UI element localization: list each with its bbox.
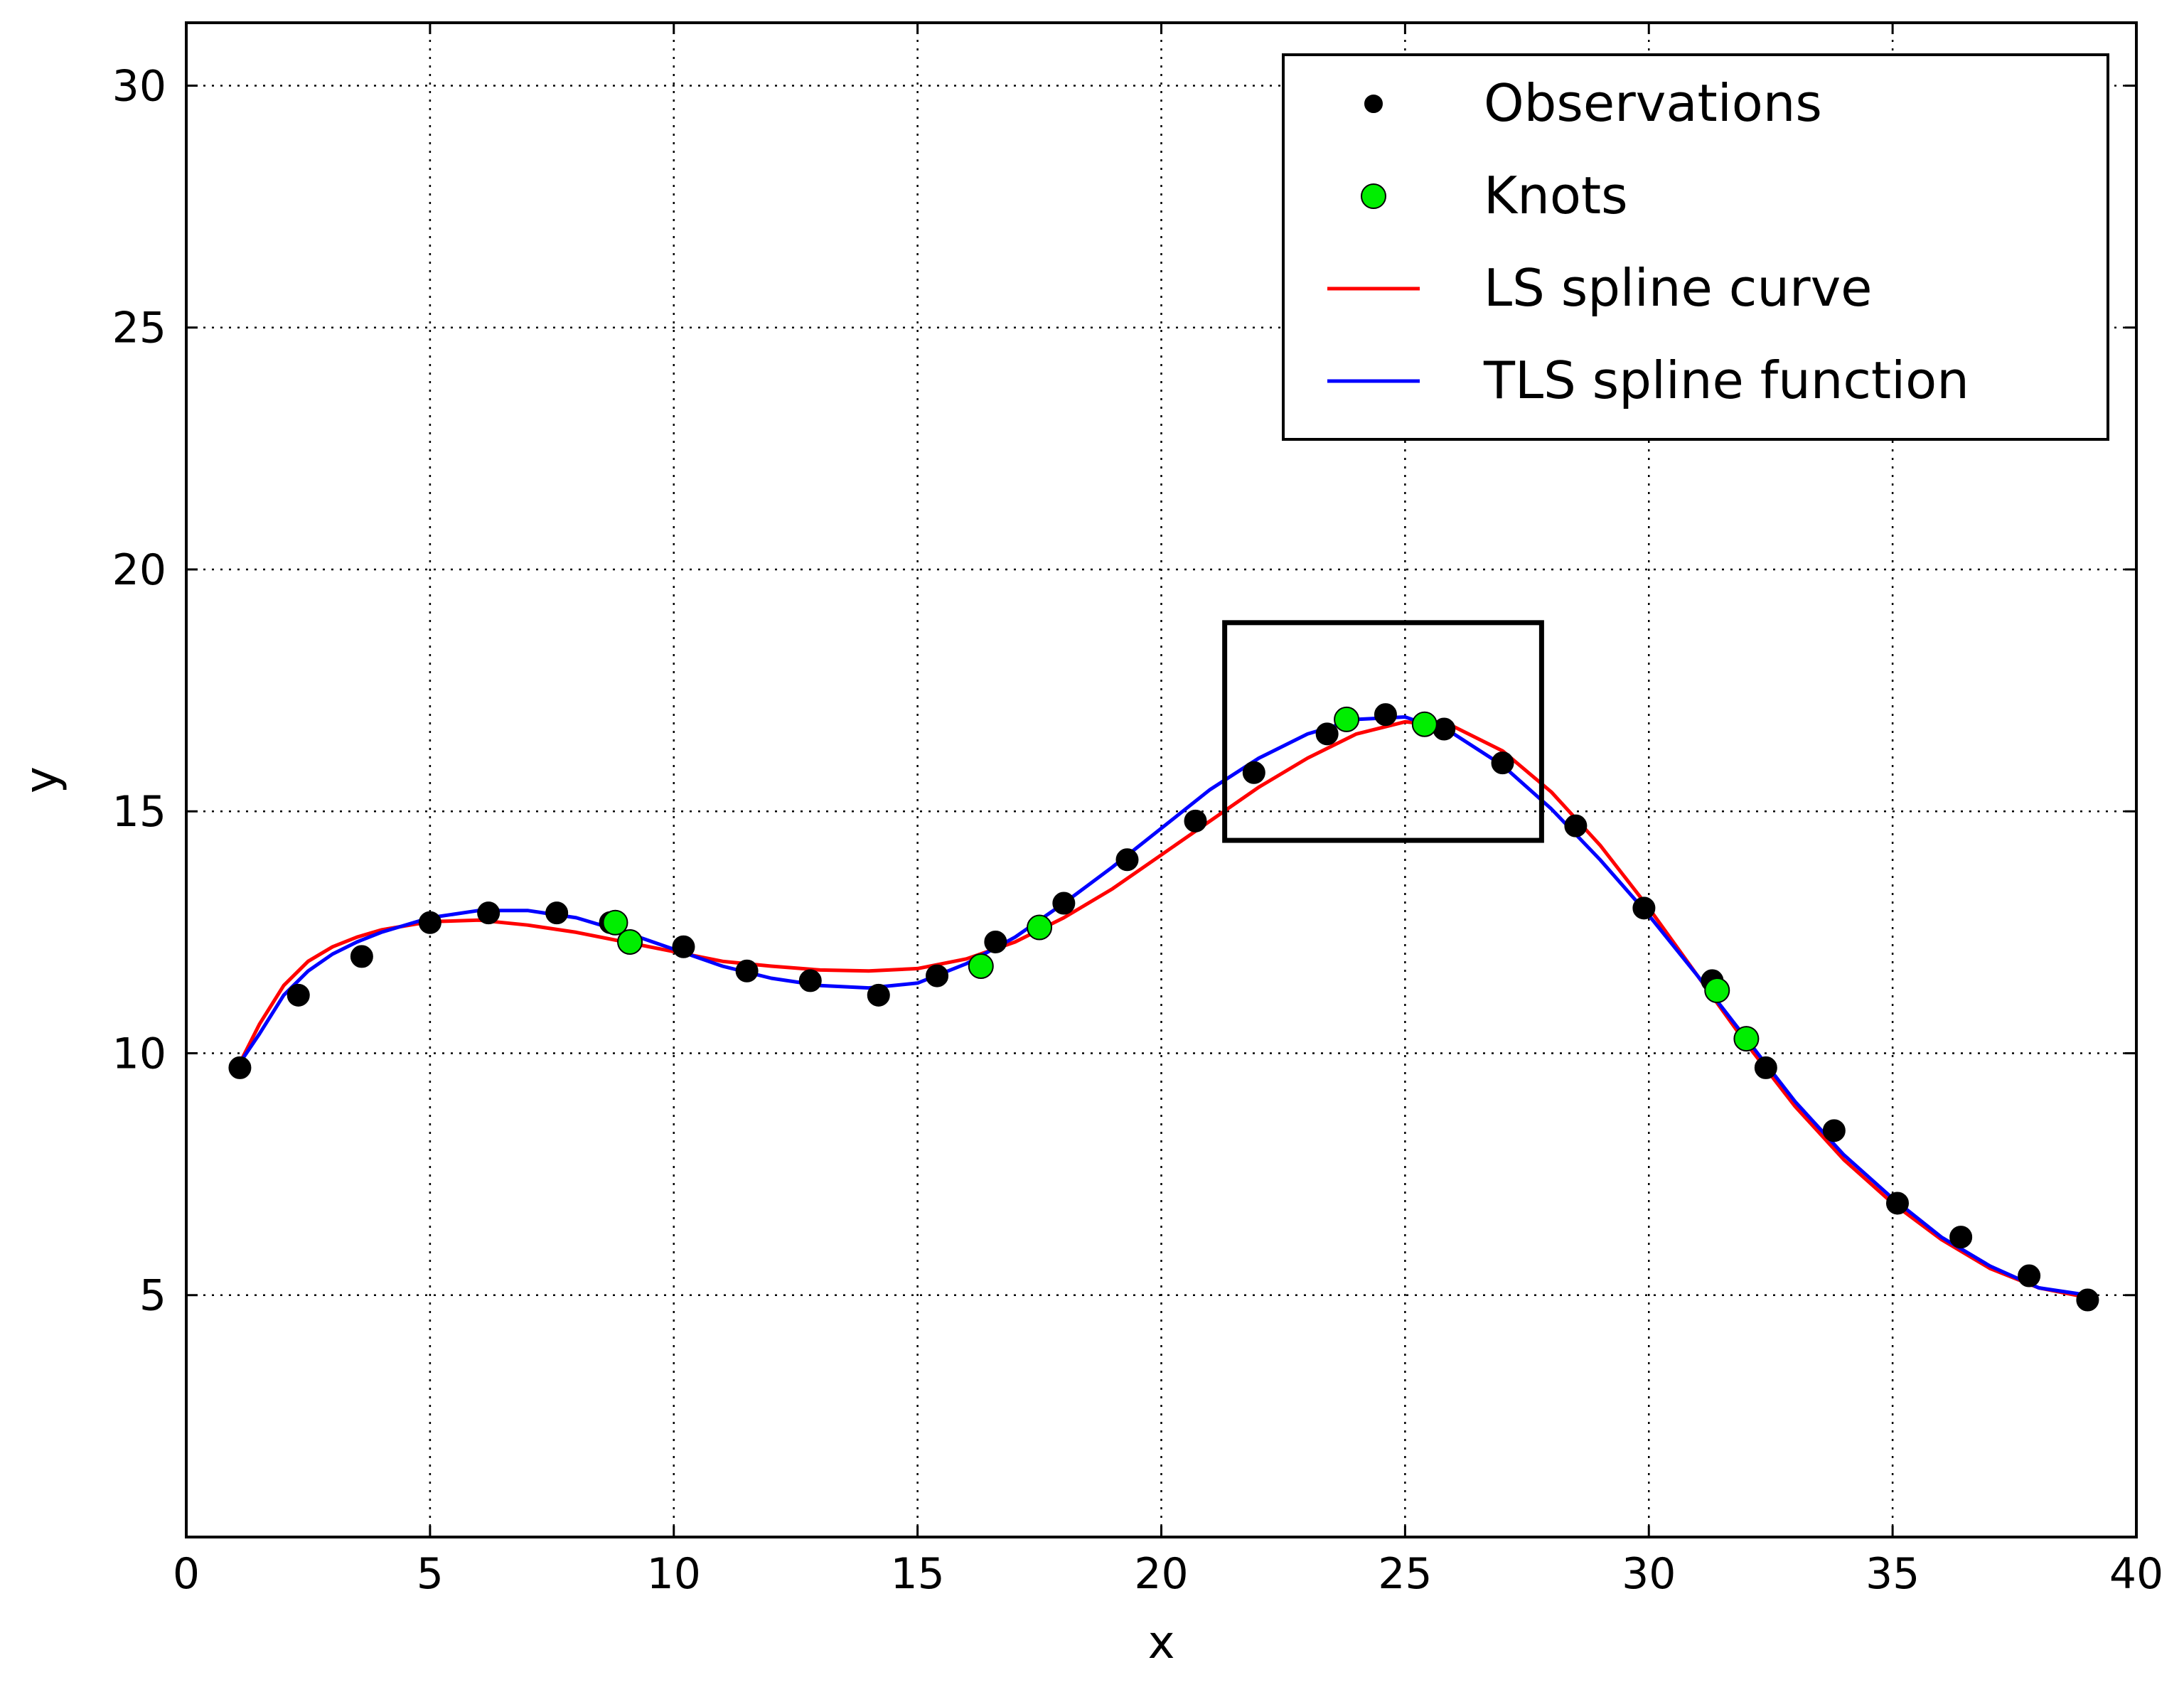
legend-marker-knots xyxy=(1361,183,1386,209)
knot-point xyxy=(617,928,643,955)
x-tick-label: 35 xyxy=(1866,1549,1920,1599)
observation-point xyxy=(1632,896,1656,920)
observation-point xyxy=(2076,1288,2099,1312)
y-tick-label: 10 xyxy=(112,1029,166,1078)
y-axis-label: y xyxy=(16,766,68,793)
legend-label-observations: Observations xyxy=(1484,73,1822,133)
observation-point xyxy=(867,983,890,1007)
observation-point xyxy=(926,964,949,987)
x-axis-label: x xyxy=(1148,1617,1175,1669)
x-tick-label: 30 xyxy=(1622,1549,1676,1599)
knot-point xyxy=(1027,914,1053,941)
y-tick-label: 25 xyxy=(112,304,166,353)
observation-point xyxy=(1374,703,1397,727)
knot-point xyxy=(1334,706,1360,732)
observation-point xyxy=(287,983,310,1007)
observation-point xyxy=(1184,809,1207,833)
observation-point xyxy=(1115,848,1139,872)
knot-point xyxy=(968,953,994,979)
observation-point xyxy=(1052,892,1076,915)
observation-point xyxy=(477,901,500,925)
x-tick-label: 0 xyxy=(173,1549,200,1599)
legend-marker-observations xyxy=(1364,95,1383,113)
x-tick-label: 40 xyxy=(2109,1549,2163,1599)
observation-point xyxy=(1822,1119,1846,1142)
x-tick-label: 10 xyxy=(647,1549,701,1599)
knot-point xyxy=(1733,1026,1760,1052)
legend: Observations Knots LS spline curve TLS spli… xyxy=(1282,53,2109,441)
y-tick-label: 5 xyxy=(139,1271,166,1321)
legend-label-tls-spline-function: TLS spline function xyxy=(1483,350,1969,410)
observation-point xyxy=(545,901,569,925)
knot-point xyxy=(1704,978,1730,1004)
plot-series xyxy=(228,703,2099,1312)
knot-point xyxy=(602,909,628,936)
observation-point xyxy=(228,1056,252,1079)
observation-point xyxy=(2018,1264,2041,1288)
y-tick-label: 30 xyxy=(112,61,166,111)
y-tick-label: 15 xyxy=(112,787,166,837)
observation-point xyxy=(1491,751,1514,775)
legend-box xyxy=(1282,53,2109,441)
annotations xyxy=(1222,620,1544,843)
y-tick-label: 20 xyxy=(112,545,166,595)
observation-point xyxy=(1754,1056,1777,1079)
observation-point xyxy=(984,930,1007,953)
observation-point xyxy=(798,969,822,992)
observation-point xyxy=(350,945,373,968)
x-tick-label: 20 xyxy=(1134,1549,1188,1599)
x-tick-label: 15 xyxy=(890,1549,944,1599)
legend-label-ls-spline-curve: LS spline curve xyxy=(1484,258,1872,318)
observation-point xyxy=(1315,722,1339,746)
axis-ticks: 0 5 10 15 20 25 30 35 40 5 10 15 20 25 30 xyxy=(112,23,2163,1599)
observation-point xyxy=(418,911,441,934)
highlight-box xyxy=(1222,620,1544,843)
grid xyxy=(186,23,2136,1537)
x-tick-label: 25 xyxy=(1378,1549,1432,1599)
observation-point xyxy=(1242,761,1265,784)
observation-point xyxy=(1564,814,1588,837)
observation-point xyxy=(672,935,695,958)
observation-point xyxy=(1949,1226,1973,1249)
observation-point xyxy=(735,959,759,983)
x-tick-label: 5 xyxy=(417,1549,444,1599)
legend-label-knots: Knots xyxy=(1484,166,1628,225)
knot-point xyxy=(1411,711,1438,737)
observation-point xyxy=(1885,1192,1909,1215)
